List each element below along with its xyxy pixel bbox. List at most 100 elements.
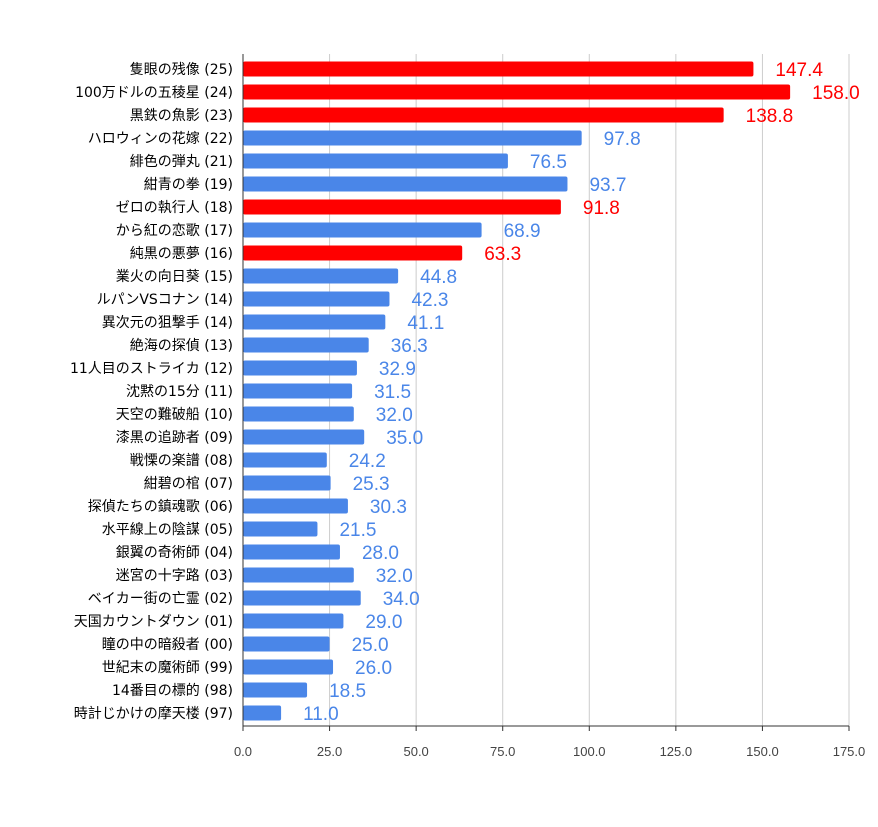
- category-label: 異次元の狙撃手 (14): [102, 315, 233, 331]
- bar: [243, 84, 791, 100]
- bar: [243, 613, 344, 629]
- value-label: 158.0: [812, 83, 860, 104]
- category-label: 水平線上の陰謀 (05): [102, 522, 233, 538]
- x-tick-label: 75.0: [490, 744, 515, 759]
- bar: [243, 705, 282, 721]
- bar: [243, 107, 724, 123]
- value-label: 25.3: [353, 474, 390, 495]
- x-tick-label: 50.0: [403, 744, 428, 759]
- category-label: ハロウィンの花嫁 (22): [88, 131, 233, 147]
- value-label: 34.0: [383, 589, 420, 610]
- category-label: 瞳の中の暗殺者 (00): [102, 636, 233, 653]
- value-label: 147.4: [775, 60, 823, 81]
- bar: [243, 130, 582, 146]
- x-tick-label: 0.0: [234, 744, 252, 759]
- value-label: 32.0: [376, 405, 413, 426]
- value-label: 32.9: [379, 359, 416, 380]
- category-label: 黒鉄の魚影 (23): [130, 108, 233, 124]
- bar: [243, 222, 482, 238]
- category-label: 銀翼の奇術師 (04): [116, 544, 233, 561]
- value-label: 11.0: [303, 704, 339, 725]
- bar: [243, 452, 327, 468]
- value-label: 30.3: [370, 497, 407, 518]
- x-tick-label: 25.0: [317, 744, 342, 759]
- category-label: ベイカー街の亡霊 (02): [88, 591, 233, 607]
- bar: [243, 544, 340, 560]
- value-label: 44.8: [420, 267, 457, 288]
- category-label: ルパンVSコナン (14): [97, 292, 233, 308]
- category-label: から紅の恋歌 (17): [116, 222, 233, 239]
- value-label: 31.5: [374, 382, 411, 403]
- value-label: 21.5: [339, 520, 376, 541]
- category-label: 天空の難破船 (10): [116, 407, 233, 423]
- value-label: 26.0: [355, 658, 392, 679]
- value-label: 93.7: [589, 175, 626, 196]
- category-label: ゼロの執行人 (18): [116, 200, 233, 216]
- value-label: 24.2: [349, 451, 386, 472]
- bar: [243, 682, 308, 698]
- category-label: 探偵たちの鎮魂歌 (06): [88, 499, 233, 515]
- x-tick-label: 100.0: [573, 744, 606, 759]
- bar: [243, 406, 354, 422]
- x-axis-ticks: 0.0 25.0 50.0 75.0 100.0 125.0 150.0 175.0: [234, 725, 866, 759]
- value-label: 63.3: [484, 244, 521, 265]
- value-label: 138.8: [746, 106, 794, 127]
- category-label: 紺青の拳 (19): [144, 177, 233, 193]
- value-label: 42.3: [411, 290, 448, 311]
- category-labels: 隻眼の残像 (25) 100万ドルの五稜星 (24) 黒鉄の魚影 (23) ハロウィン…: [70, 62, 233, 722]
- category-label: 時計じかけの摩天楼 (97): [74, 705, 233, 722]
- bar: [243, 314, 386, 330]
- bar: [243, 337, 369, 353]
- bar: [243, 521, 318, 537]
- value-label: 76.5: [530, 152, 567, 173]
- value-label: 25.0: [352, 635, 389, 656]
- value-label: 91.8: [583, 198, 620, 219]
- bar: [243, 567, 354, 583]
- category-label: 11人目のストライカ (12): [70, 361, 233, 377]
- category-label: 100万ドルの五稜星 (24): [75, 85, 233, 101]
- value-label: 18.5: [329, 681, 366, 702]
- bar: [243, 659, 334, 675]
- value-label: 29.0: [365, 612, 402, 633]
- x-tick-label: 175.0: [833, 744, 866, 759]
- bar: [243, 153, 508, 169]
- category-label: 絶海の探偵 (13): [130, 338, 233, 354]
- category-label: 迷宮の十字路 (03): [116, 568, 233, 584]
- category-label: 戦慄の楽譜 (08): [130, 453, 233, 469]
- bar: [243, 245, 463, 261]
- category-label: 漆黒の追跡者 (09): [116, 430, 233, 446]
- value-label: 28.0: [362, 543, 399, 564]
- category-label: 沈黙の15分 (11): [126, 384, 233, 400]
- value-label: 36.3: [391, 336, 428, 357]
- bar: [243, 498, 348, 514]
- category-label: 業火の向日葵 (15): [116, 269, 233, 285]
- bar: [243, 268, 399, 284]
- bar: [243, 61, 754, 77]
- bar: [243, 636, 330, 652]
- x-tick-label: 125.0: [660, 744, 693, 759]
- value-label: 41.1: [407, 313, 444, 334]
- category-label: 紺碧の棺 (07): [144, 476, 233, 492]
- bar: [243, 176, 568, 192]
- value-label: 35.0: [386, 428, 423, 449]
- bar: [243, 291, 390, 307]
- x-tick-label: 150.0: [746, 744, 779, 759]
- bar: [243, 590, 361, 606]
- value-label: 97.8: [604, 129, 641, 150]
- category-label: 隻眼の残像 (25): [130, 62, 233, 78]
- bar: [243, 429, 365, 445]
- bar: [243, 199, 561, 215]
- bars: [243, 61, 791, 721]
- category-label: 天国カウントダウン (01): [74, 614, 233, 630]
- bar: [243, 383, 353, 399]
- category-label: 緋色の弾丸 (21): [130, 153, 233, 170]
- category-label: 14番目の標的 (98): [112, 683, 233, 699]
- category-label: 世紀末の魔術師 (99): [102, 660, 233, 676]
- value-label: 32.0: [376, 566, 413, 587]
- value-label: 68.9: [504, 221, 541, 242]
- bar: [243, 475, 331, 491]
- bar: [243, 360, 357, 376]
- category-label: 純黒の悪夢 (16): [130, 246, 233, 262]
